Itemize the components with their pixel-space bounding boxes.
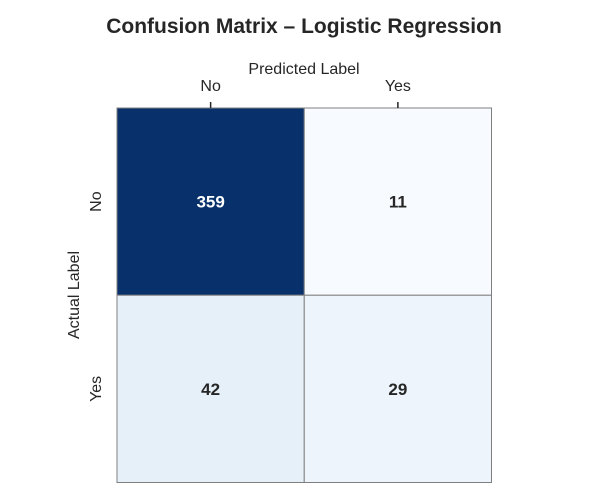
x-axis-label: Predicted Label xyxy=(248,61,359,78)
heatmap-cell xyxy=(303,107,492,296)
heatmap-cell xyxy=(116,294,305,483)
y-tick-label: Yes xyxy=(88,376,105,402)
y-axis-ticks: No Yes xyxy=(88,191,105,402)
cell-value-label: 11 xyxy=(389,193,407,212)
cell-value-label: 359 xyxy=(196,193,224,212)
heatmap-cell xyxy=(303,294,492,483)
cell-value-label: 29 xyxy=(388,380,407,399)
chart-title: Confusion Matrix – Logistic Regression xyxy=(106,15,502,38)
x-axis-ticks: No Yes xyxy=(200,78,411,108)
heatmap-cell xyxy=(116,107,305,296)
y-axis-label: Actual Label xyxy=(66,251,83,339)
cell-value-label: 42 xyxy=(201,380,220,399)
x-tick-label: No xyxy=(200,78,221,95)
x-tick-label: Yes xyxy=(385,78,411,95)
heatmap-cells: 359 11 42 29 xyxy=(116,107,492,483)
y-tick-label: No xyxy=(88,191,105,212)
